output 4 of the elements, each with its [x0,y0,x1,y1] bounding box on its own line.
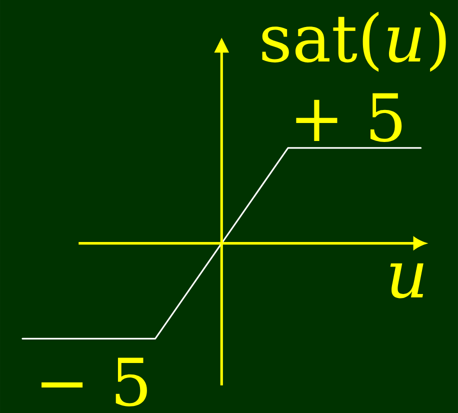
data-label: + 5 [296,93,402,142]
y-axis-title: sat(u) [262,12,446,72]
x-axis-title: u [390,263,424,298]
data-label: − 5 [42,358,147,406]
